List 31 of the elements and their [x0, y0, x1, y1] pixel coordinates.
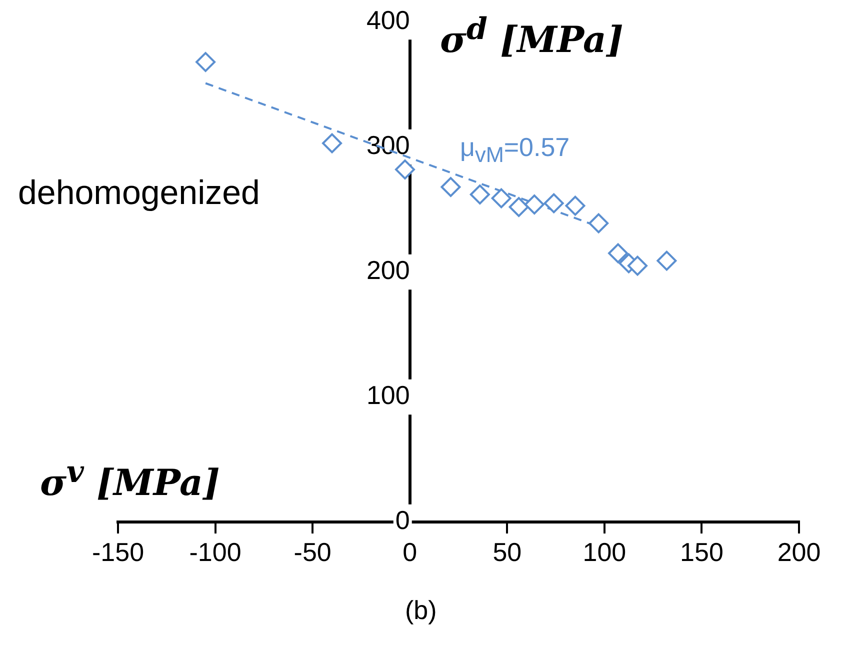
x-tick-label: -150 — [92, 536, 144, 567]
x-tick-label: 150 — [680, 536, 724, 567]
point — [588, 213, 609, 234]
annotation: μ$_{vM}$=0.57 — [460, 132, 570, 168]
y-tick-label: 100 — [366, 380, 410, 410]
y-tick-label: 200 — [366, 255, 410, 286]
annotation: dehomogenized — [18, 174, 260, 213]
point — [628, 256, 648, 276]
y-axis-title: σ$^{d}$ [MPa] — [440, 12, 624, 61]
x-tick-label: -100 — [189, 536, 242, 567]
point — [544, 193, 564, 214]
x-tick-label: 50 — [492, 536, 522, 567]
y-tick-label: 400 — [366, 5, 410, 36]
point — [440, 177, 461, 197]
x-tick-label: 200 — [777, 536, 821, 567]
point — [608, 243, 628, 264]
y-tick-label: 0 — [395, 505, 410, 536]
point — [656, 250, 677, 271]
x-axis-title: σ$^{v}$ [MPa] — [40, 455, 220, 504]
text: (b) — [405, 595, 437, 626]
point — [524, 194, 544, 214]
point — [491, 188, 512, 208]
point — [394, 160, 415, 180]
x-tick-label: 100 — [582, 536, 626, 567]
y-tick-label: 300 — [366, 130, 410, 160]
point — [565, 196, 586, 216]
x-tick-label: -50 — [294, 536, 332, 567]
point — [196, 52, 216, 72]
point — [322, 133, 342, 154]
point — [470, 184, 490, 204]
point — [508, 197, 529, 217]
